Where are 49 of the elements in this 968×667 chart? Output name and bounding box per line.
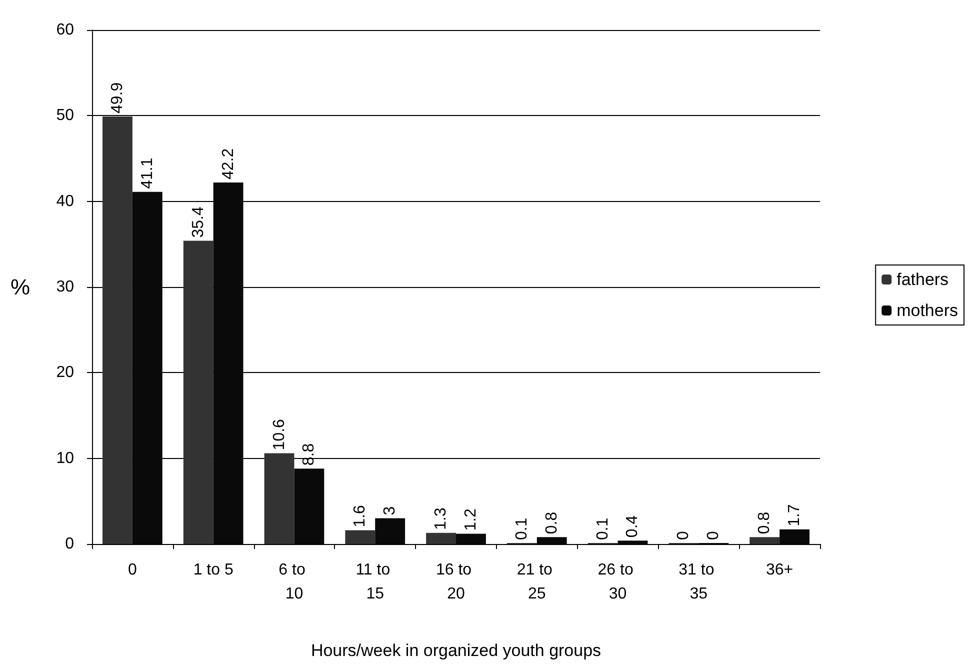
bar — [426, 532, 456, 544]
bar — [780, 529, 810, 544]
data-label: 49.9 — [108, 82, 126, 114]
x-tick-label: 11 to 15 — [356, 562, 395, 602]
legend-label: mothers — [896, 301, 958, 320]
y-tick-label: 60 — [56, 22, 74, 38]
data-label: 0 — [705, 531, 722, 540]
y-axis-title: % — [10, 274, 30, 300]
data-label: 0.8 — [756, 512, 774, 534]
y-tick-label: 0 — [65, 536, 74, 552]
data-label: 0 — [675, 531, 692, 540]
data-label: 1.2 — [462, 508, 480, 531]
data-label: 41.1 — [138, 158, 156, 189]
bar — [536, 537, 567, 544]
legend-label: fathers — [896, 270, 949, 289]
bar — [345, 530, 376, 544]
bar — [456, 534, 486, 544]
x-tick-label: 16 to 20 — [436, 562, 476, 602]
bar — [294, 468, 324, 544]
x-tick-label: 0 — [128, 562, 137, 578]
data-label: 0.8 — [543, 512, 560, 534]
data-label: 10.6 — [270, 418, 288, 450]
bar — [618, 540, 648, 544]
bar — [750, 537, 780, 544]
data-label: 1.7 — [786, 504, 804, 526]
data-label: 0.4 — [624, 515, 642, 538]
x-tick-label: 31 to 35 — [678, 562, 719, 602]
x-tick-label: 1 to 5 — [193, 562, 234, 578]
bar — [264, 453, 294, 544]
data-label: 0.1 — [594, 518, 612, 540]
y-tick-label: 30 — [56, 278, 74, 296]
x-tick-label: 21 to 25 — [516, 562, 557, 602]
data-label: 3 — [382, 506, 399, 516]
bar — [375, 518, 406, 544]
y-tick-label: 40 — [56, 192, 74, 210]
x-tick-label: 36+ — [766, 562, 794, 578]
bar — [183, 240, 214, 544]
data-label: 42.2 — [220, 148, 237, 180]
data-label: 1.3 — [432, 508, 450, 530]
data-label: 0.1 — [513, 518, 530, 540]
data-label: 1.6 — [352, 504, 369, 528]
y-tick-label: 50 — [56, 107, 74, 124]
data-label: 35.4 — [190, 206, 207, 238]
bar — [102, 116, 132, 544]
y-tick-label: 10 — [56, 450, 74, 467]
x-tick-label: 6 to 10 — [278, 562, 310, 602]
y-tick-label: 20 — [56, 364, 74, 382]
x-axis-title: Hours/week in organized youth groups — [310, 641, 602, 660]
x-tick-label: 26 to 30 — [598, 562, 638, 602]
